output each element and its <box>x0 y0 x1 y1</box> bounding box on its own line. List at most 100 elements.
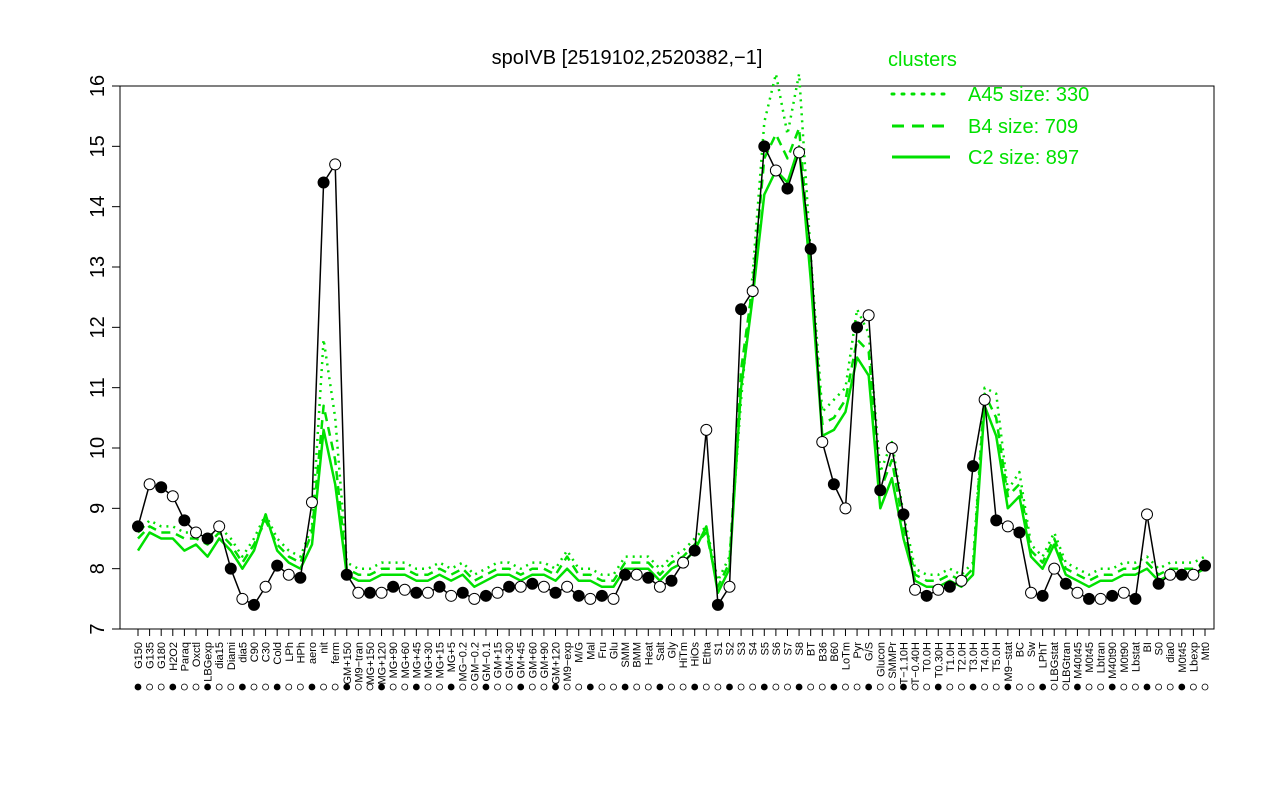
data-point <box>1199 559 1211 572</box>
x-rug-mark <box>888 683 896 691</box>
x-rug-mark <box>714 683 722 691</box>
x-rug-mark <box>656 683 664 691</box>
x-rug-mark <box>760 683 768 691</box>
x-rug-mark <box>563 683 571 691</box>
x-tick-label: S3 <box>736 642 748 655</box>
x-tick-label: Gly <box>667 642 679 659</box>
x-tick-label: nit <box>319 642 331 654</box>
x-rug-mark <box>354 683 362 691</box>
x-tick-label: BI <box>1142 642 1154 652</box>
x-tick-label: S4 <box>748 642 760 655</box>
x-tick-label: Diami <box>226 642 238 670</box>
x-tick-label: Lbstat <box>1130 642 1142 672</box>
data-point <box>526 577 539 590</box>
x-tick-label: Salt <box>655 642 667 661</box>
x-tick-label: GM+15 <box>493 642 505 678</box>
x-tick-label: MG+60 <box>400 642 412 678</box>
data-point <box>619 568 632 581</box>
data-point <box>1117 586 1130 599</box>
x-tick-label: MG−0.2 <box>458 642 470 681</box>
data-point <box>816 435 829 448</box>
x-rug-mark <box>818 683 826 691</box>
data-point <box>549 586 562 599</box>
legend-title: clusters <box>888 49 957 71</box>
x-rug-mark <box>424 683 432 691</box>
data-point <box>236 592 249 605</box>
x-tick-label: T1.0H <box>945 642 957 672</box>
x-rug-mark <box>842 683 849 691</box>
x-tick-label: GM+45 <box>516 642 528 678</box>
x-tick-label: BMM <box>632 642 644 668</box>
x-tick-label: BC <box>1014 642 1026 657</box>
data-point <box>201 532 214 545</box>
x-tick-label: S5 <box>759 642 771 655</box>
data-point <box>421 586 434 599</box>
x-tick-label: Pyr <box>852 642 864 659</box>
data-point <box>990 514 1003 527</box>
data-point <box>1164 568 1177 581</box>
x-rug-mark <box>958 683 965 691</box>
x-tick-label: H2O2 <box>168 642 180 671</box>
data-point <box>514 580 527 593</box>
x-tick-label: LPhT <box>1038 642 1050 669</box>
x-rug-mark <box>262 683 269 691</box>
x-rug-mark <box>308 683 316 691</box>
x-rug-mark <box>853 683 861 691</box>
data-point <box>1094 592 1107 605</box>
x-tick-label: GM+120 <box>551 642 563 685</box>
x-rug-mark <box>436 683 443 691</box>
x-tick-label: Fru <box>597 642 609 659</box>
x-rug-mark <box>250 683 258 691</box>
x-tick-label: LPh <box>284 642 296 662</box>
x-rug-mark <box>598 683 606 691</box>
data-point <box>1175 568 1188 581</box>
y-tick-label: 9 <box>87 503 109 514</box>
data-point <box>677 556 690 569</box>
x-tick-label: GM+30 <box>504 642 516 678</box>
y-tick-label: 11 <box>87 377 109 398</box>
x-tick-label: Cold <box>272 642 284 665</box>
x-rug-mark <box>644 683 652 691</box>
x-tick-label: T0.30H <box>933 642 945 678</box>
data-point <box>607 592 620 605</box>
x-rug-mark <box>1050 683 1058 691</box>
x-tick-label: dia15 <box>214 642 226 669</box>
data-point <box>561 580 574 593</box>
y-tick-label: 14 <box>87 196 109 218</box>
data-point <box>897 508 910 521</box>
x-tick-label: M40t45 <box>1072 642 1084 679</box>
data-point <box>259 580 272 593</box>
data-point <box>340 568 353 581</box>
x-rug-mark <box>447 683 455 691</box>
data-point <box>630 568 643 581</box>
x-rug-mark <box>1166 683 1174 691</box>
x-tick-label: G180 <box>156 642 168 669</box>
data-point <box>410 586 423 599</box>
data-point <box>213 520 226 533</box>
data-point <box>932 583 945 596</box>
x-tick-label: ferm <box>330 642 342 664</box>
x-rug-mark <box>204 683 211 691</box>
data-point <box>920 589 933 602</box>
x-rug-mark <box>412 683 420 691</box>
x-tick-label: S7 <box>782 642 794 655</box>
x-tick-label: S0 <box>1154 642 1166 655</box>
data-point <box>375 586 388 599</box>
x-rug-mark <box>1085 683 1093 691</box>
x-rug-mark <box>389 683 397 691</box>
x-rug-mark <box>702 683 710 691</box>
data-point <box>711 598 724 611</box>
x-rug-mark <box>726 683 733 691</box>
data-point <box>1036 589 1049 602</box>
x-rug-mark <box>1178 683 1186 691</box>
x-rug-mark <box>691 683 699 691</box>
x-tick-label: SMMPr <box>887 642 899 679</box>
x-tick-label: Mt0 <box>1200 642 1212 660</box>
data-point <box>1152 577 1165 590</box>
x-tick-label: MG+150 <box>365 642 377 685</box>
y-tick-label: 10 <box>87 437 109 459</box>
x-rug-mark <box>946 683 954 691</box>
x-tick-label: MG+45 <box>411 642 423 678</box>
x-tick-label: Lbexp <box>1188 642 1200 672</box>
x-tick-label: Mal <box>585 642 597 660</box>
